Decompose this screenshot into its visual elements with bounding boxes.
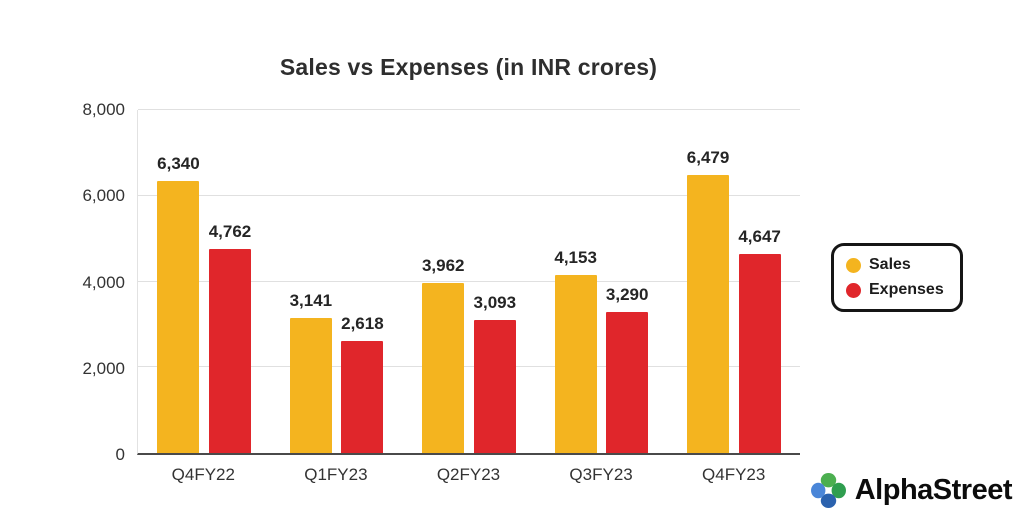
y-axis-label: 6,000 <box>82 186 125 206</box>
sales-bar <box>554 274 597 453</box>
plot-area: 6,340 4,762 3,141 2,618 3,962 3,093 4,153 3,290… <box>137 109 800 455</box>
bar-value-label: 6,479 <box>686 148 730 168</box>
x-axis-label: Q1FY23 <box>304 465 368 484</box>
expenses-bar <box>738 253 781 453</box>
gridline <box>138 194 800 196</box>
bar-column: 6,479 <box>686 110 730 453</box>
bar-value-label: 6,340 <box>157 154 200 174</box>
legend-label: Expenses <box>869 281 944 298</box>
bar-group: 6,340 4,762 <box>138 110 270 453</box>
bar-column: 2,618 <box>341 110 384 453</box>
y-axis-label: 2,000 <box>82 358 125 378</box>
x-axis-label: Q3FY23 <box>569 465 633 484</box>
bar-value-label: 3,141 <box>289 291 333 311</box>
legend: Sales Expenses <box>831 243 963 312</box>
bar-group: 3,962 3,093 <box>403 110 535 453</box>
bar-value-label: 4,762 <box>208 221 252 241</box>
x-axis-label: Q4FY22 <box>171 465 235 484</box>
gridline <box>138 280 800 282</box>
x-axis-label: Q2FY23 <box>436 465 501 484</box>
bar-column: 3,962 <box>422 110 465 453</box>
sales-bar <box>289 318 332 453</box>
y-axis-label: 0 <box>115 445 125 464</box>
legend-swatch <box>846 282 861 298</box>
sales-bar <box>157 181 200 453</box>
legend-item: Expenses <box>846 281 944 299</box>
x-axis: Q4FY22 Q1FY23 Q2FY23 Q3FY23 Q4FY23 <box>137 465 800 485</box>
sales-bar <box>422 283 465 453</box>
bar-value-label: 3,962 <box>421 256 465 276</box>
bar-group: 6,479 4,647 <box>668 110 800 453</box>
brand-name: AlphaStreet <box>854 474 1013 506</box>
x-axis-label: Q4FY23 <box>702 465 766 484</box>
alphastreet-flower-icon <box>810 473 846 508</box>
bar-column: 4,153 <box>554 110 597 453</box>
alphastreet-logo: AlphaStreet <box>810 472 1013 509</box>
bar-column: 4,762 <box>208 110 252 453</box>
expenses-bar <box>606 311 649 453</box>
sales-bar <box>687 175 730 453</box>
legend-swatch <box>846 257 861 273</box>
bar-column: 6,340 <box>157 110 200 453</box>
bar-column: 4,647 <box>738 110 781 453</box>
y-axis-label: 8,000 <box>82 100 125 119</box>
bar-value-label: 3,093 <box>473 293 517 313</box>
gridline <box>138 366 800 368</box>
bar-group: 4,153 3,290 <box>535 110 667 453</box>
chart-title: Sales vs Expenses (in INR crores) <box>279 54 658 80</box>
y-axis: 0 2,000 4,000 6,000 8,000 <box>30 100 125 464</box>
bar-column: 3,290 <box>605 110 649 453</box>
bar-column: 3,141 <box>289 110 333 453</box>
expenses-bar <box>473 320 516 453</box>
expenses-bar <box>208 248 251 453</box>
bar-value-label: 4,647 <box>738 226 781 246</box>
legend-item: Sales <box>846 256 944 274</box>
y-axis-label: 4,000 <box>82 272 125 292</box>
legend-label: Sales <box>869 256 911 273</box>
bar-value-label: 3,290 <box>605 284 649 304</box>
expenses-bar <box>341 340 384 453</box>
bar-value-label: 2,618 <box>341 313 384 333</box>
gridline <box>138 109 800 110</box>
bar-value-label: 4,153 <box>554 247 597 267</box>
bar-group: 3,141 2,618 <box>270 110 402 453</box>
bar-column: 3,093 <box>473 110 517 453</box>
